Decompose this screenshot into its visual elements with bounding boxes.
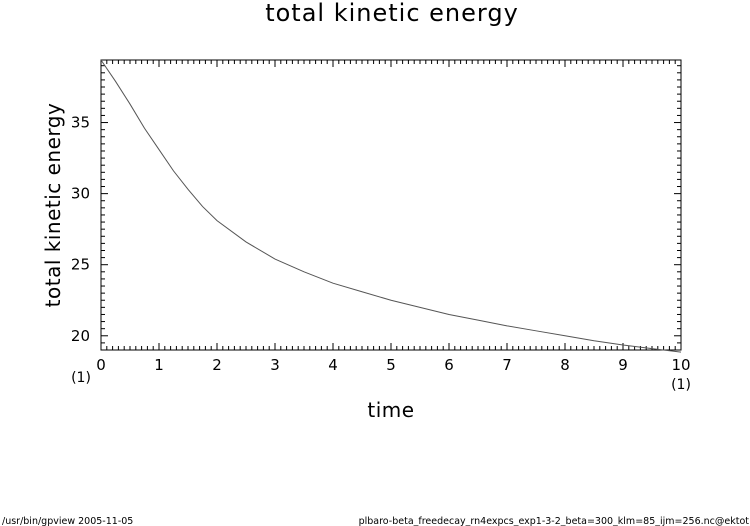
x-unit-label-right: (1) <box>671 377 691 393</box>
footer-left: /usr/bin/gpview 2005-11-05 <box>2 516 133 526</box>
x-axis-title: time <box>367 398 414 422</box>
major-ticks <box>100 60 682 350</box>
x-tick-label: 0 <box>96 356 106 374</box>
y-tick-label: 20 <box>71 327 90 345</box>
series-line <box>100 59 682 353</box>
footer-right: plbaro-beta_freedecay_rn4expcs_exp1-3-2_… <box>359 516 750 526</box>
x-tick-label: 6 <box>444 356 454 374</box>
y-tick-label: 25 <box>71 256 90 274</box>
x-tick-label: 2 <box>212 356 222 374</box>
x-tick-label: 7 <box>502 356 512 374</box>
x-tick-label: 4 <box>328 356 338 374</box>
y-tick-labels: 20 25 30 35 <box>71 114 90 345</box>
x-tick-label: 10 <box>671 356 690 374</box>
plot-frame <box>100 59 682 351</box>
x-unit-label-left: (1) <box>71 370 91 386</box>
x-tick-labels: 0 1 2 3 4 5 6 7 8 9 10 <box>96 356 690 374</box>
y-tick-label: 35 <box>71 114 90 132</box>
x-tick-label: 3 <box>270 356 280 374</box>
chart-title: total kinetic energy <box>265 0 519 27</box>
x-tick-label: 5 <box>386 356 396 374</box>
x-tick-label: 1 <box>154 356 164 374</box>
y-tick-label: 30 <box>71 185 90 203</box>
minor-ticks <box>101 60 681 351</box>
x-tick-label: 9 <box>618 356 628 374</box>
y-axis-title: total kinetic energy <box>41 103 65 308</box>
x-tick-label: 8 <box>560 356 570 374</box>
